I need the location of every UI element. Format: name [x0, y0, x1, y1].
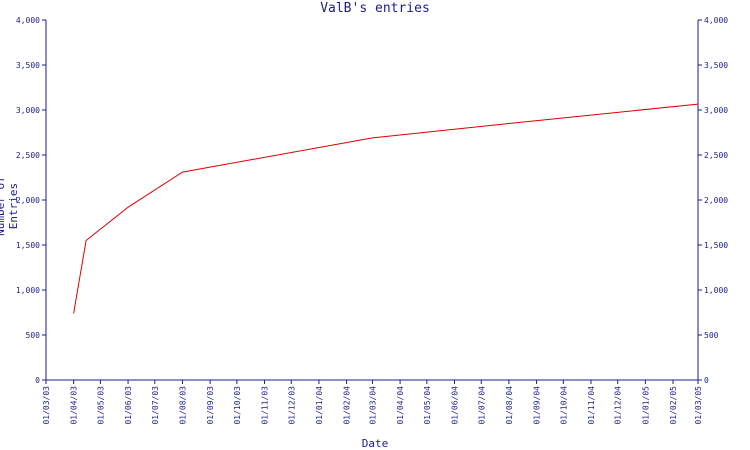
y-tick-label-right: 0	[704, 376, 709, 385]
y-tick-label-left: 2,000	[16, 196, 40, 205]
x-tick-label: 01/03/04	[368, 386, 377, 425]
x-tick-label: 01/07/04	[477, 386, 486, 425]
y-tick-label-right: 1,500	[704, 241, 728, 250]
x-axis-label: Date	[361, 437, 389, 450]
x-tick-label: 01/11/03	[261, 386, 270, 425]
x-tick-label: 01/05/04	[423, 386, 432, 425]
x-tick-label: 01/10/04	[559, 386, 568, 425]
x-tick-label: 01/12/03	[287, 386, 296, 425]
y-tick-label-right: 1,000	[704, 286, 728, 295]
x-tick-label: 01/09/04	[533, 386, 542, 425]
x-tick-label: 01/10/03	[233, 386, 242, 425]
y-tick-label-right: 4,000	[704, 16, 728, 25]
y-tick-label-left: 1,500	[16, 241, 40, 250]
y-tick-label-right: 2,500	[704, 151, 728, 160]
y-tick-label-left: 2,500	[16, 151, 40, 160]
x-tick-label: 01/12/04	[614, 386, 623, 425]
x-tick-label: 01/04/03	[70, 386, 79, 425]
x-tick-label: 01/06/04	[451, 386, 460, 425]
y-tick-label-left: 3,500	[16, 61, 40, 70]
y-tick-label-right: 3,000	[704, 106, 728, 115]
x-tick-label: 01/09/03	[206, 386, 215, 425]
x-tick-label: 01/01/04	[315, 386, 324, 425]
x-tick-label: 01/07/03	[151, 386, 160, 425]
y-tick-label-left: 0	[35, 376, 40, 385]
chart-title: ValB's entries	[320, 1, 430, 16]
x-tick-label: 01/08/04	[505, 386, 514, 425]
y-tick-label-right: 3,500	[704, 61, 728, 70]
y-tick-label-left: 500	[26, 331, 41, 340]
x-tick-label: 01/02/04	[343, 386, 352, 425]
y-tick-label-left: 1,000	[16, 286, 40, 295]
y-tick-label-left: 3,000	[16, 106, 40, 115]
y-tick-label-right: 500	[704, 331, 719, 340]
x-tick-label: 01/02/05	[669, 386, 678, 425]
y-tick-label-right: 2,000	[704, 196, 728, 205]
y-tick-label-left: 4,000	[16, 16, 40, 25]
x-tick-label: 01/08/03	[178, 386, 187, 425]
x-tick-label: 01/03/03	[42, 386, 51, 425]
y-axis-label: Number of Entries	[0, 176, 20, 236]
x-tick-label: 01/06/03	[124, 386, 133, 425]
x-tick-label: 01/03/05	[694, 386, 703, 425]
series-line	[73, 103, 699, 314]
x-tick-label: 01/11/04	[587, 386, 596, 425]
x-tick-label: 01/01/05	[641, 386, 650, 425]
x-tick-label: 01/04/04	[396, 386, 405, 425]
x-tick-label: 01/05/03	[96, 386, 105, 425]
